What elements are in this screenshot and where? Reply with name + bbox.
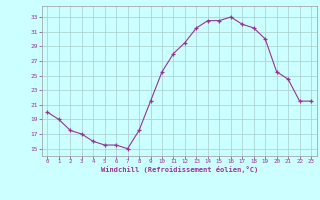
X-axis label: Windchill (Refroidissement éolien,°C): Windchill (Refroidissement éolien,°C) xyxy=(100,166,258,173)
